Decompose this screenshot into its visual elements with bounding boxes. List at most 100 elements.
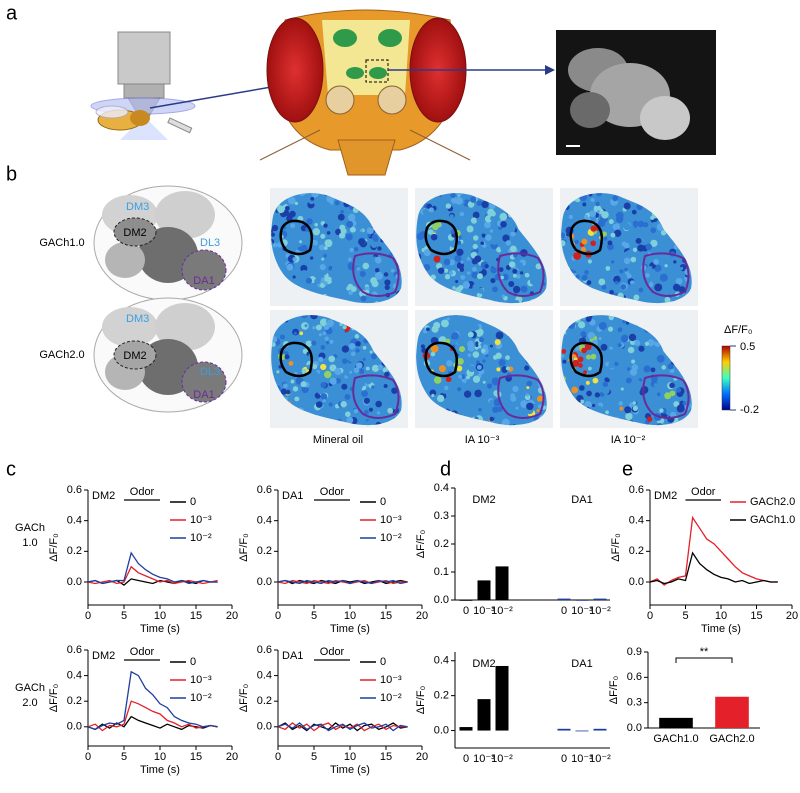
heatmap-pixel [323, 246, 328, 250]
x-tick-label: 5 [682, 610, 688, 622]
heatmap-pixel [660, 229, 667, 236]
legend-label: 0 [190, 656, 196, 668]
heatmap-pixel [391, 387, 398, 394]
x-tick-label: 20 [226, 610, 238, 622]
heatmap-pixel [620, 284, 627, 290]
heatmap-pixel [581, 274, 588, 281]
heatmap-pixel [387, 400, 392, 405]
y-tick-label: 0.9 [627, 646, 642, 658]
series-line [87, 551, 218, 585]
heatmap-pixel [382, 367, 388, 373]
heatmap-pixel [478, 288, 484, 294]
heatmap-pixel [625, 377, 632, 384]
heatmap-pixel [527, 284, 536, 293]
heatmap-pixel [613, 275, 621, 284]
heatmap-pixel [340, 401, 347, 408]
heatmap-pixel [620, 387, 624, 391]
legend-label: 10⁻³ [380, 674, 402, 686]
significance-label: ** [700, 646, 709, 658]
heatmap-pixel [650, 239, 658, 247]
dm2-outline [569, 219, 603, 256]
y-tick-label: 0.4 [257, 670, 272, 682]
y-tick-label: 0.1 [434, 566, 449, 578]
heatmap-pixel [375, 400, 382, 408]
y-tick-label: 0.2 [434, 538, 449, 550]
heatmap-pixel [471, 271, 479, 279]
heatmap-pixel [423, 249, 431, 257]
heatmap-pixel [385, 249, 391, 255]
group-label: DM2 [472, 494, 495, 506]
heatmap-pixel [625, 321, 630, 325]
heatmap-pixel [321, 257, 325, 261]
heatmap-pixel [328, 402, 333, 407]
heatmap-pixel [475, 343, 479, 348]
heatmap-pixel [520, 400, 528, 408]
heatmap-pixel [605, 378, 610, 383]
heatmap-pixel [426, 327, 430, 332]
heatmap-pixel [355, 340, 361, 347]
heatmap-pixel [292, 275, 296, 279]
panel-label: c [6, 458, 16, 480]
y-axis-label: ΔF/F₀ [415, 686, 427, 714]
heatmap-pixel [578, 321, 586, 329]
heatmap-pixel [321, 269, 328, 276]
heatmap-pixel [645, 243, 653, 251]
heatmap-pixel [320, 283, 325, 288]
heatmap-pixel [526, 380, 533, 387]
heatmap-pixel [276, 370, 280, 374]
heatmap-pixel [456, 193, 463, 196]
heatmap-pixel [614, 361, 619, 367]
heatmap-pixel [369, 350, 373, 354]
x-axis-label: Time (s) [140, 623, 180, 635]
heatmap-pixel [494, 339, 501, 346]
heatmap-pixel [673, 260, 677, 264]
heatmap-pixel [617, 343, 622, 348]
heatmap-pixel [457, 340, 463, 346]
bar [575, 730, 589, 732]
heatmap-pixel [608, 362, 615, 369]
heatmap-pixel [490, 277, 496, 284]
da1-outline [497, 374, 545, 419]
heatmap-pixel [656, 423, 664, 426]
heatmap-pixel [637, 220, 645, 228]
heatmap-pixel [508, 281, 515, 288]
heatmap-pixel [631, 359, 636, 364]
calcium-image [556, 30, 716, 155]
y-axis-label: ΔF/F₀ [48, 684, 60, 712]
heatmap-pixel [305, 277, 313, 284]
heatmap-pixel [572, 359, 580, 367]
heatmap-pixel [455, 196, 463, 205]
x-tick-label: 0 [463, 605, 469, 617]
heatmap-pixel [466, 225, 474, 233]
heatmap-pixel [454, 254, 462, 263]
bar [495, 665, 509, 731]
y-tick-label: 0.2 [434, 690, 449, 702]
heatmap-pixel [346, 286, 351, 291]
heatmap-pixel [571, 386, 579, 394]
heatmap-pixel [300, 315, 308, 319]
y-tick-label: 0.6 [67, 484, 82, 496]
heatmap-pixel [536, 408, 540, 413]
heatmap-pixel [311, 193, 320, 198]
heatmap-pixel [575, 274, 580, 279]
heatmap-pixel [598, 208, 604, 215]
y-tick-label: 0.2 [67, 695, 82, 707]
heatmap-pixel [445, 376, 452, 383]
x-tick-label: 10 [154, 751, 166, 763]
heatmap-pixel [476, 364, 482, 370]
heatmap-pixel [452, 286, 456, 290]
heatmap-pixel [586, 390, 592, 397]
heatmap-pixel [613, 229, 622, 238]
heatmap-pixel [377, 364, 383, 370]
heatmap-pixel [445, 338, 451, 344]
heatmap-pixel [502, 234, 510, 242]
heatmap-pixel [585, 380, 590, 385]
row-label: 2.0 [22, 697, 37, 709]
heatmap-pixel [605, 410, 609, 415]
heatmap-pixel [433, 376, 442, 384]
heatmap-pixel [340, 209, 344, 214]
heatmap-pixel [512, 268, 518, 274]
heatmap-pixel [467, 353, 472, 357]
heatmap-pixel [676, 404, 685, 413]
heatmap-pixel [597, 219, 606, 227]
